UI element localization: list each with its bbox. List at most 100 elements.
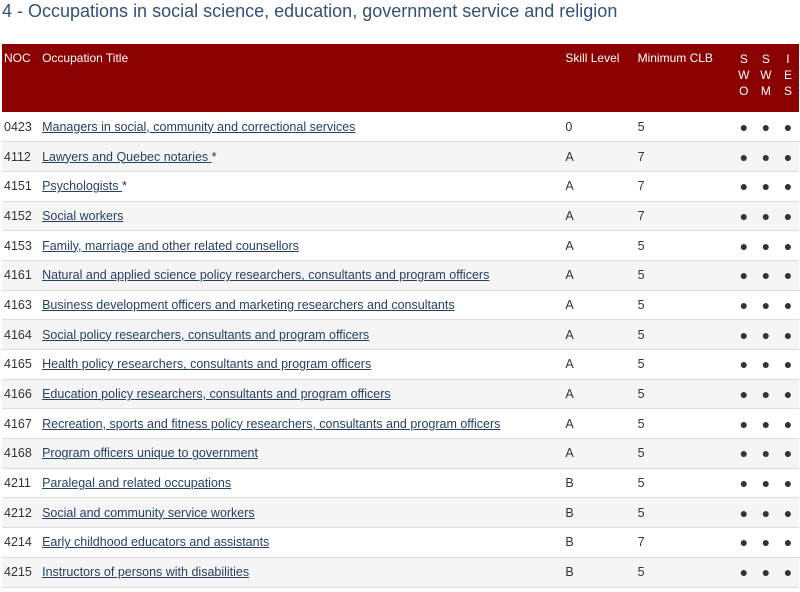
skill-column-header: Skill Level: [565, 51, 620, 65]
sow-bullet: ●: [739, 207, 749, 224]
swm-bullet: ●: [761, 237, 771, 254]
sow-bullet: ●: [739, 326, 749, 343]
occupation-title-link[interactable]: Social and community service workers: [42, 505, 255, 520]
table-row: 4168 Program officers unique to governme…: [2, 438, 799, 469]
sow-letter-1: S: [739, 52, 748, 66]
ies-bullet: ●: [783, 534, 793, 551]
swm-bullet: ●: [761, 178, 771, 195]
swm-bullet: ●: [761, 415, 771, 432]
ies-bullet: ●: [783, 237, 793, 254]
skill-level: A: [565, 268, 574, 283]
occupation-title-link[interactable]: Social workers: [42, 208, 124, 223]
swm-bullet: ●: [761, 534, 771, 551]
occupation-title-link[interactable]: Program officers unique to government: [42, 446, 258, 461]
minimum-clb: 7: [637, 208, 645, 223]
minimum-clb: 5: [637, 476, 645, 491]
skill-level: A: [565, 297, 574, 312]
ies-bullet: ●: [783, 178, 793, 195]
occupation-title-link[interactable]: Social policy researchers, consultants a…: [42, 327, 370, 342]
sow-bullet: ●: [739, 564, 749, 581]
occupation-title-cell: Family, marriage and other related couns…: [42, 231, 565, 261]
minimum-clb: 5: [637, 387, 645, 402]
ies-letter-2: E: [783, 68, 792, 82]
skill-level: A: [565, 327, 574, 342]
ies-bullet: ●: [783, 326, 793, 343]
swm-bullet: ●: [761, 326, 771, 343]
ies-bullet: ●: [783, 504, 793, 521]
table-row: 4211 Paralegal and related occupations B…: [2, 468, 799, 498]
sow-bullet: ●: [739, 237, 749, 254]
minimum-clb: 5: [637, 416, 645, 431]
table-row: 4112 Lawyers and Quebec notaries * A 7 ●…: [2, 141, 799, 172]
occupation-title-link[interactable]: Natural and applied science policy resea…: [42, 268, 490, 283]
minimum-clb: 5: [637, 297, 645, 312]
occupation-title-link[interactable]: Managers in social, community and correc…: [42, 119, 356, 134]
skill-level: A: [565, 416, 574, 431]
noc-code: 4153: [4, 238, 32, 253]
occupation-title-link[interactable]: Paralegal and related occupations: [42, 476, 232, 491]
noc-code: 4163: [4, 297, 32, 312]
occupations-table: NOC Occupation Title Skill Level Minimum…: [2, 44, 799, 588]
swm-bullet: ●: [761, 386, 771, 403]
occupation-title-link[interactable]: Lawyers and Quebec notaries: [42, 149, 212, 164]
table-row: 4151 Psychologists * A 7 ● ● ●: [2, 171, 799, 202]
skill-level: A: [565, 238, 574, 253]
sow-bullet: ●: [739, 178, 749, 195]
occupation-title-link[interactable]: Early childhood educators and assistants: [42, 535, 270, 550]
minimum-clb: 5: [637, 238, 645, 253]
occupation-title-link[interactable]: Instructors of persons with disabilities: [42, 565, 250, 580]
occupation-title-cell: Paralegal and related occupations: [42, 468, 565, 498]
minimum-clb: 7: [637, 535, 645, 550]
noc-code: 4166: [4, 387, 32, 402]
table-row: 4153 Family, marriage and other related …: [2, 231, 799, 261]
swm-bullet: ●: [761, 356, 771, 373]
swm-bullet: ●: [761, 118, 771, 135]
swm-bullet: ●: [761, 296, 771, 313]
ies-letter-1: I: [786, 52, 790, 66]
occupation-title-cell: Social workers: [42, 201, 565, 231]
occupation-title-link[interactable]: Recreation, sports and fitness policy re…: [42, 416, 501, 431]
ies-bullet: ●: [783, 386, 793, 403]
skill-level: A: [565, 149, 574, 164]
ies-bullet: ●: [783, 445, 793, 462]
occupation-title-cell: Managers in social, community and correc…: [42, 112, 565, 142]
occupation-title-link[interactable]: Education policy researchers, consultant…: [42, 387, 391, 402]
noc-code: 4112: [4, 149, 31, 164]
sow-bullet: ●: [739, 415, 749, 432]
sow-letter-2: W: [738, 68, 750, 82]
noc-code: 4212: [4, 505, 32, 520]
occupation-title-cell: Early childhood educators and assistants: [42, 528, 565, 558]
ies-letter-3: S: [783, 84, 792, 98]
noc-code: 4152: [4, 208, 32, 223]
swm-letter-1: S: [761, 52, 770, 66]
occupation-title-link[interactable]: Psychologists: [42, 179, 122, 194]
occupation-title-cell: Program officers unique to government: [42, 439, 565, 469]
occupation-title-link[interactable]: Health policy researchers, consultants a…: [42, 357, 372, 372]
skill-level: B: [565, 505, 574, 520]
occupation-title-link[interactable]: Business development officers and market…: [42, 297, 455, 312]
table-row: 4163 Business development officers and m…: [2, 290, 799, 320]
swm-column-header: S W M: [755, 44, 777, 112]
ies-bullet: ●: [783, 475, 793, 492]
skill-level: A: [565, 179, 574, 194]
occupation-title-cell: Health policy researchers, consultants a…: [42, 350, 565, 380]
noc-code: 4165: [4, 357, 32, 372]
table-row: 4214 Early childhood educators and assis…: [2, 528, 799, 558]
minimum-clb: 5: [637, 327, 645, 342]
occupation-title-cell: Education policy researchers, consultant…: [42, 379, 565, 409]
sow-column-header: S W O: [733, 44, 755, 112]
occupation-title-cell: Recreation, sports and fitness policy re…: [42, 409, 565, 439]
ies-bullet: ●: [783, 415, 793, 432]
table-body: 0423 Managers in social, community and c…: [2, 112, 799, 587]
occupation-title-link[interactable]: Family, marriage and other related couns…: [42, 238, 299, 253]
minimum-clb: 5: [637, 446, 645, 461]
sow-bullet: ●: [739, 445, 749, 462]
occupation-title-cell: Social and community service workers: [42, 498, 565, 528]
table-row: 4166 Education policy researchers, consu…: [2, 379, 799, 409]
swm-bullet: ●: [761, 207, 771, 224]
table-row: 4215 Instructors of persons with disabil…: [2, 557, 799, 587]
sow-bullet: ●: [739, 534, 749, 551]
noc-column-header: NOC: [4, 51, 31, 65]
table-row: 4167 Recreation, sports and fitness poli…: [2, 409, 799, 439]
sow-bullet: ●: [739, 356, 749, 373]
